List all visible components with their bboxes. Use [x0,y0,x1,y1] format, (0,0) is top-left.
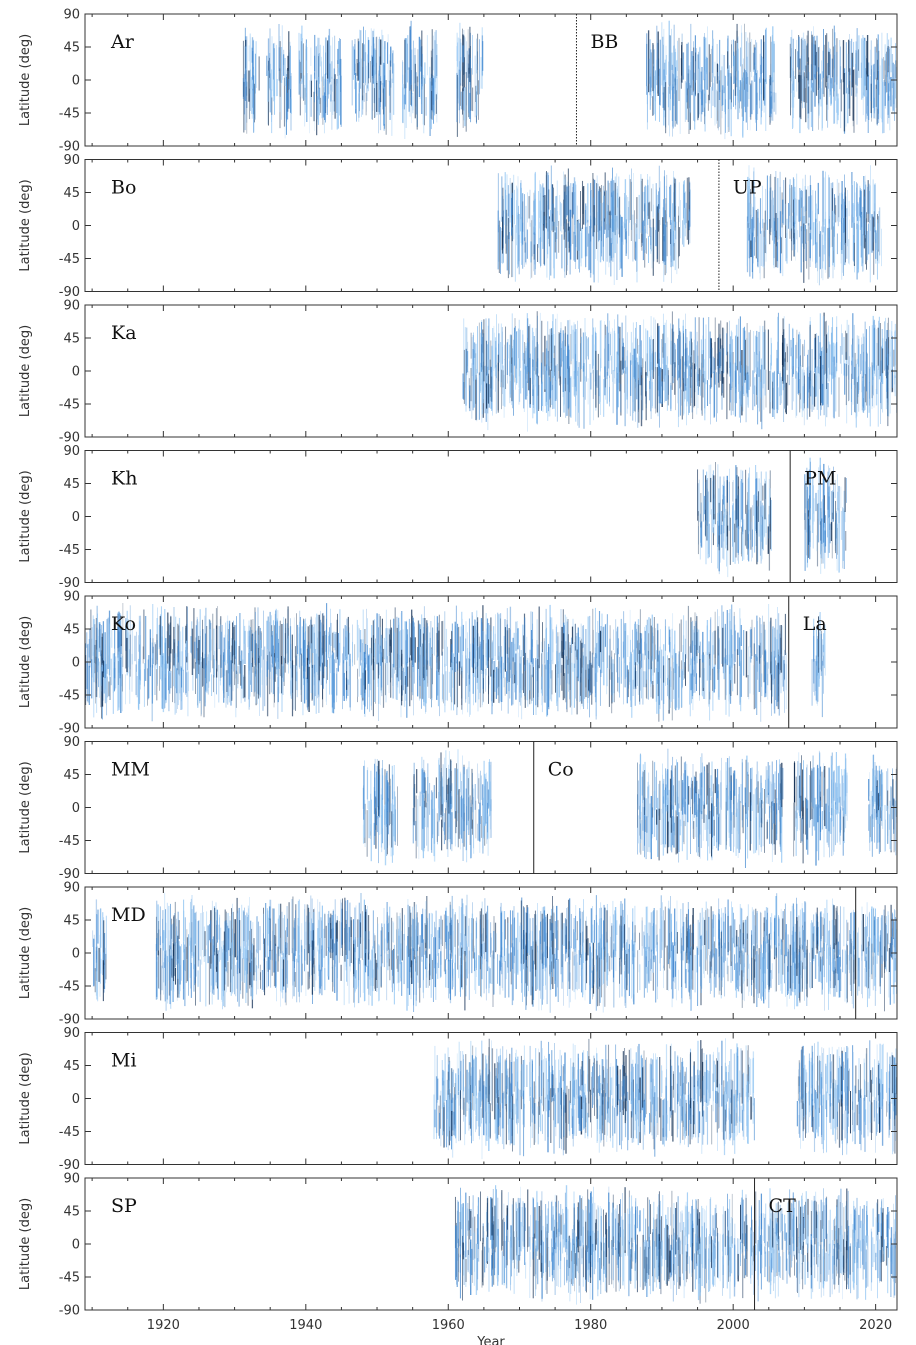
y-tick-label: 0 [72,365,80,380]
dataset-label: Ko [111,613,136,635]
y-tick-label: 0 [72,656,80,671]
dataset-label: UP [733,177,762,199]
y-tick-label: 90 [63,444,80,459]
y-tick-label: 45 [63,332,80,347]
panel-4: 90 45 0 -45 -90 Latitude (deg) Kh PM [18,444,898,591]
y-axis-label: Latitude (deg) [18,325,33,417]
data-strokes [462,311,898,432]
panel-5: 90 45 0 -45 -90 Latitude (deg) Ko La [18,590,898,737]
dataset-label: Ka [111,322,137,344]
dataset-label: BB [590,31,618,53]
panel-frame [84,13,898,147]
dataset-label: PM [804,468,836,490]
y-tick-label: 0 [72,74,80,89]
y-axis-label: Latitude (deg) [18,179,33,271]
y-tick-label: -45 [59,543,80,558]
dataset-label: Kh [111,468,137,490]
dataset-label: Bo [111,177,136,199]
y-tick-label: -45 [59,107,80,122]
data-strokes [362,748,898,868]
y-tick-label: 90 [63,8,80,23]
data-strokes [242,20,897,140]
data-strokes [497,165,882,286]
y-tick-label: -90 [59,722,80,737]
y-tick-label: 90 [63,299,80,314]
y-tick-label: -90 [59,140,80,155]
dataset-label: La [803,613,827,635]
y-tick-label: -90 [59,431,80,446]
y-tick-label: 45 [63,186,80,201]
panel-frame [84,450,898,583]
y-axis-label: Latitude (deg) [18,616,33,708]
panel-3: 90 45 0 -45 -90 Latitude (deg) Ka [18,299,898,446]
y-axis-label: Latitude (deg) [18,34,33,126]
y-tick-label: -45 [59,398,80,413]
panel-1: 90 45 0 -45 -90 Latitude (deg) Ar BB [18,8,898,155]
y-tick-label: 90 [63,590,80,605]
y-tick-label: -90 [59,576,80,591]
y-tick-label: 90 [63,153,80,168]
panel-2: 90 45 0 -45 -90 Latitude (deg) Bo UP [18,153,898,300]
y-tick-label: -45 [59,252,80,267]
y-tick-label: 0 [72,510,80,525]
y-tick-label: 45 [63,477,80,492]
y-axis-label: Latitude (deg) [18,470,33,562]
y-tick-label: 0 [72,219,80,234]
data-strokes [84,603,826,722]
data-strokes [697,457,847,578]
y-tick-label: 45 [63,623,80,638]
y-tick-label: -45 [59,689,80,704]
y-tick-label: -90 [59,285,80,300]
dataset-label: Ar [110,31,135,53]
y-tick-label: 45 [63,41,80,56]
